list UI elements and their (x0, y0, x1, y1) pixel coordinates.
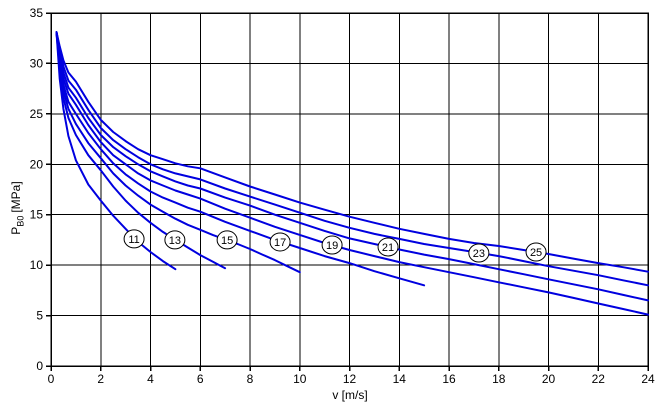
y-tick-label: 10 (30, 258, 44, 272)
curve-19 (55, 31, 649, 316)
x-axis-title: v [m/s] (332, 388, 368, 402)
x-tick-label: 10 (293, 372, 307, 386)
curve-label-23: 23 (468, 243, 490, 263)
curve-label-17: 17 (269, 232, 291, 252)
curve-label-text: 15 (221, 235, 233, 247)
x-tick-label: 20 (542, 372, 556, 386)
x-tick-label: 12 (343, 372, 357, 386)
x-tick-label: 24 (641, 372, 655, 386)
curve-11 (55, 31, 177, 271)
curve-21 (55, 31, 649, 302)
curve-label-text: 13 (169, 235, 181, 247)
x-tick-label: 18 (492, 372, 506, 386)
y-axis-title-unit: [MPa] (9, 181, 23, 213)
curve-label-25: 25 (525, 242, 547, 262)
curve-15 (55, 31, 301, 274)
y-tick-label: 35 (30, 6, 44, 20)
axis-ticks (46, 12, 649, 371)
x-tick-label: 8 (247, 372, 254, 386)
curve-label-15: 15 (216, 230, 238, 250)
curve-23 (55, 31, 649, 287)
curve-25 (55, 31, 649, 273)
y-tick-label: 20 (30, 157, 44, 171)
curve-labels: 11 13 15 17 19 21 23 25 (123, 229, 547, 263)
curve-label-text: 11 (128, 234, 139, 246)
y-axis-title: PB0 [MPa] (9, 148, 25, 268)
y-axis-title-sub: B0 (15, 215, 26, 227)
y-tick-label: 25 (30, 107, 44, 121)
curve-label-21: 21 (377, 237, 399, 257)
y-tick-label: 5 (36, 309, 43, 323)
x-tick-label: 6 (197, 372, 204, 386)
curve-label-text: 19 (326, 240, 338, 252)
curves (55, 31, 649, 316)
curve-label-19: 19 (321, 235, 343, 255)
curve-label-13: 13 (164, 230, 186, 250)
x-tick-label: 14 (393, 372, 407, 386)
curve-label-text: 17 (274, 237, 286, 249)
y-axis-title-base: P (9, 226, 23, 235)
x-tick-label: 0 (48, 372, 55, 386)
y-tick-label: 15 (30, 208, 44, 222)
y-tick-label: 30 (30, 56, 44, 70)
curve-label-text: 21 (382, 242, 394, 254)
x-tick-label: 2 (97, 372, 104, 386)
curve-label-text: 23 (473, 248, 485, 260)
x-tick-label: 4 (147, 372, 154, 386)
x-tick-label: 16 (442, 372, 456, 386)
curve-13 (55, 31, 227, 270)
y-tick-label: 0 (36, 359, 43, 373)
curve-label-11: 11 (123, 229, 145, 249)
curve-label-text: 25 (530, 247, 542, 259)
curve-17 (55, 31, 426, 287)
grid (50, 12, 649, 367)
x-tick-label: 22 (592, 372, 606, 386)
